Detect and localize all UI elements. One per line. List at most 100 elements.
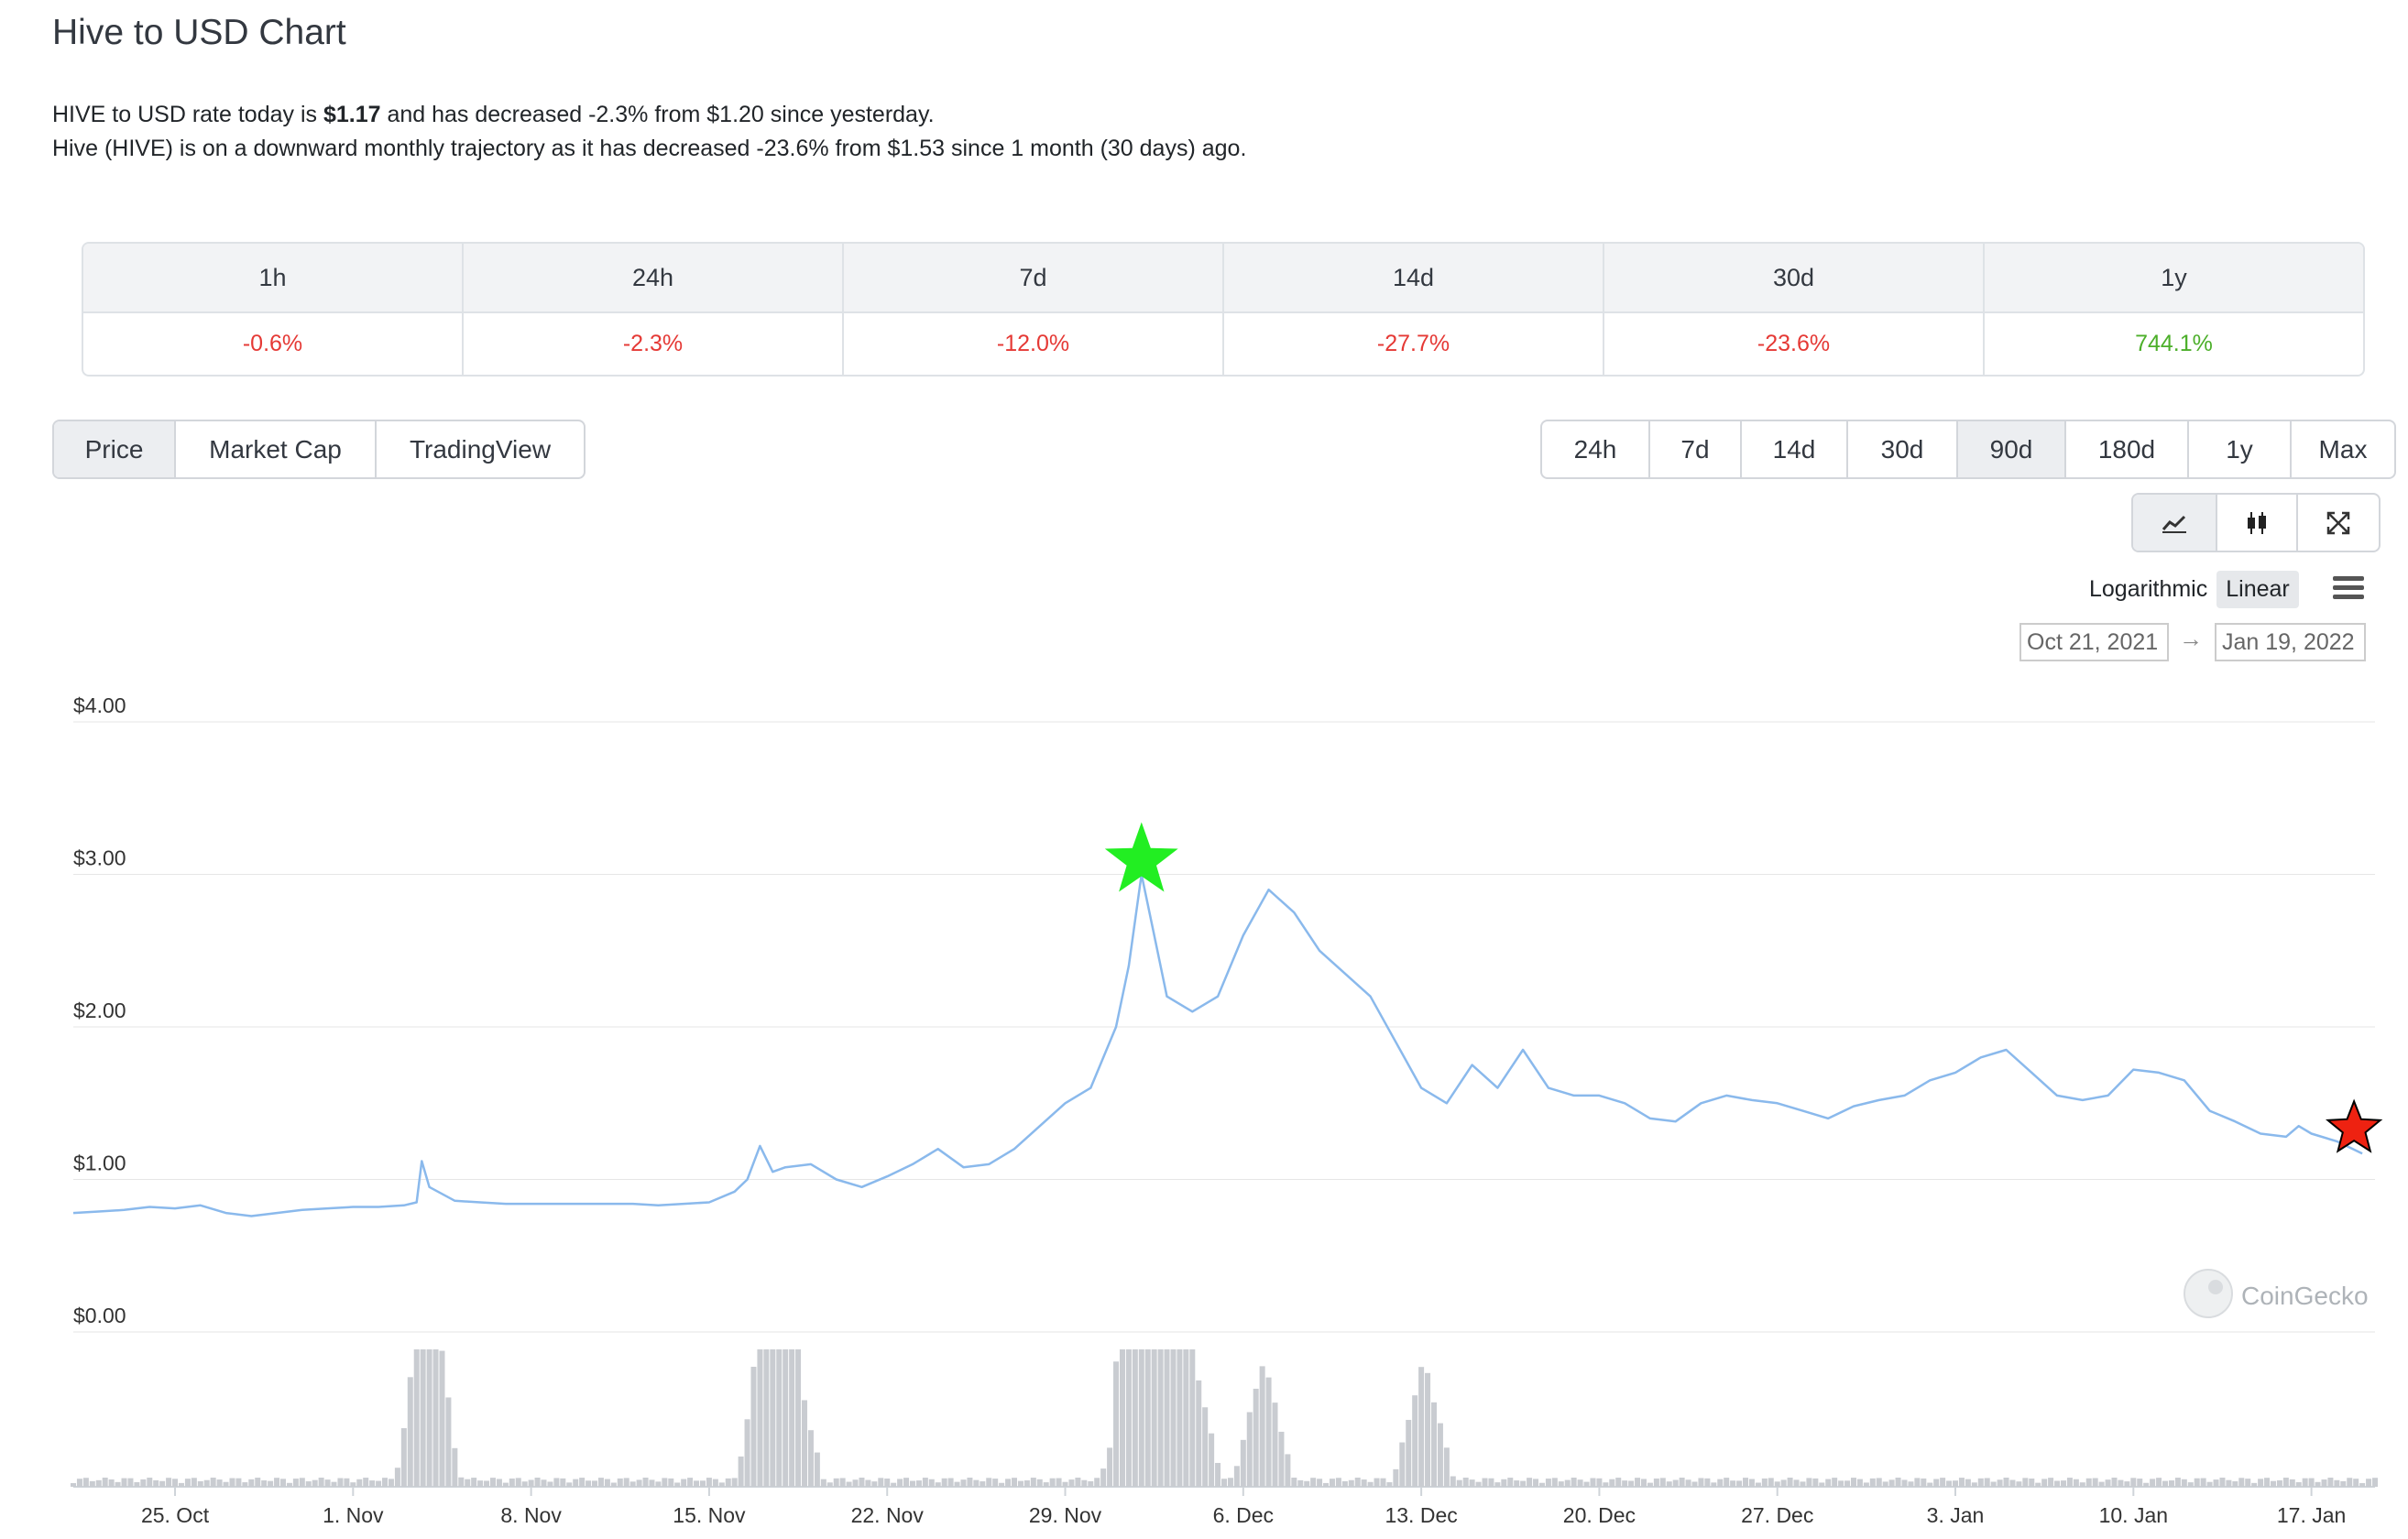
volume-bar (496, 1479, 502, 1487)
volume-bar (1577, 1479, 1583, 1487)
volume-bar (1971, 1482, 1977, 1487)
volume-bar (344, 1478, 350, 1487)
range-14d[interactable]: 14d (1742, 421, 1848, 477)
volume-bar (1259, 1366, 1265, 1487)
volume-bar (922, 1478, 928, 1487)
range-1y[interactable]: 1y (2189, 421, 2292, 477)
volume-bar (1507, 1478, 1514, 1487)
volume-bar (1227, 1478, 1233, 1487)
volume-bar (1850, 1478, 1856, 1487)
line-chart-icon[interactable] (2133, 495, 2217, 551)
volume-bar (1685, 1479, 1691, 1487)
volume-bar (903, 1478, 910, 1487)
volume-bar (1202, 1407, 1209, 1487)
volume-bar (776, 1349, 783, 1487)
volume-bar (649, 1479, 655, 1487)
scale-logarithmic[interactable]: Logarithmic (2089, 576, 2208, 602)
volume-bar (731, 1478, 738, 1487)
volume-bar (382, 1478, 389, 1487)
volume-bar (662, 1478, 668, 1487)
volume-bar (1062, 1481, 1068, 1487)
volume-bar (95, 1479, 102, 1487)
volume-bar (865, 1479, 871, 1487)
coingecko-watermark: CoinGecko (2184, 1269, 2369, 1318)
volume-bar (1056, 1478, 1062, 1487)
volume-bar (1717, 1479, 1724, 1487)
volume-bar (1036, 1479, 1043, 1487)
volume-bar (108, 1479, 115, 1487)
volume-bar (802, 1400, 808, 1487)
date-to-input[interactable]: Jan 19, 2022 (2215, 623, 2366, 661)
volume-bar (1825, 1479, 1832, 1487)
scale-linear[interactable]: Linear (2216, 571, 2299, 608)
menu-icon[interactable] (2333, 576, 2364, 604)
x-axis-tick-label: 8. Nov (500, 1503, 562, 1527)
volume-bar (458, 1477, 465, 1487)
volume-bar (229, 1478, 235, 1487)
x-axis-tick-label: 17. Jan (2277, 1503, 2346, 1527)
volume-bar (1869, 1478, 1876, 1487)
volume-bar (1462, 1478, 1469, 1487)
volume-bar (471, 1478, 477, 1487)
volume-bar (681, 1479, 687, 1487)
volume-bar (1443, 1447, 1450, 1487)
volume-bar (1933, 1479, 1940, 1487)
range-30d[interactable]: 30d (1848, 421, 1958, 477)
volume-bar (960, 1479, 967, 1487)
volume-bar (2035, 1482, 2041, 1487)
tab-price[interactable]: Price (54, 421, 176, 477)
volume-bar (2289, 1479, 2295, 1487)
range-max[interactable]: Max (2318, 434, 2368, 464)
volume-bar (1501, 1479, 1507, 1487)
stat-period: 30d (1604, 244, 1983, 313)
volume-bar (1838, 1480, 1844, 1487)
range-7d[interactable]: 7d (1650, 421, 1742, 477)
volume-bar (2238, 1478, 2245, 1487)
range-24h[interactable]: 24h (1542, 421, 1650, 477)
volume-bar (363, 1478, 369, 1487)
volume-bar (2085, 1478, 2092, 1487)
stat-change: -27.7% (1376, 331, 1450, 356)
volume-bar (1635, 1478, 1641, 1487)
candlestick-icon[interactable] (2217, 495, 2298, 551)
volume-bar (1743, 1478, 1749, 1487)
volume-bar (2048, 1478, 2054, 1487)
volume-bar (1233, 1466, 1240, 1487)
stat-period: 7d (844, 244, 1222, 313)
volume-bar (1253, 1388, 1259, 1487)
volume-bar (1348, 1479, 1354, 1487)
volume-bar (515, 1478, 521, 1487)
chart-view-tools (2131, 493, 2381, 552)
volume-bar (465, 1479, 471, 1487)
volume-bar (2041, 1479, 2048, 1487)
volume-bar (604, 1479, 610, 1487)
volume-bar (1088, 1480, 1094, 1487)
tab-market-cap[interactable]: Market Cap (176, 421, 377, 477)
volume-bar (783, 1349, 789, 1487)
volume-bar (1430, 1402, 1437, 1487)
tab-tradingview[interactable]: TradingView (409, 434, 552, 464)
volume-bar (1647, 1482, 1653, 1487)
x-axis-tick-label: 29. Nov (1029, 1503, 1102, 1527)
range-90d[interactable]: 90d (1958, 421, 2066, 477)
volume-bar (1946, 1480, 1953, 1487)
volume-bar (279, 1479, 286, 1487)
range-180d[interactable]: 180d (2066, 421, 2189, 477)
volume-bar (636, 1479, 642, 1487)
volume-bar (1354, 1478, 1361, 1487)
date-from-input[interactable]: Oct 21, 2021 (2019, 623, 2169, 661)
volume-bar (1908, 1481, 1914, 1487)
price-summary-suffix: and has decreased -2.3% from $1.20 since… (380, 102, 935, 127)
volume-bar (2359, 1482, 2366, 1487)
volume-bar (216, 1479, 223, 1487)
stat-change: -2.3% (622, 331, 684, 356)
volume-bar (197, 1480, 203, 1487)
page-title: Hive to USD Chart (52, 13, 346, 52)
fullscreen-icon[interactable] (2298, 495, 2379, 551)
volume-bar (1017, 1480, 1023, 1487)
volume-bar (1049, 1478, 1056, 1487)
volume-bar (2258, 1479, 2264, 1487)
x-axis-tick-label: 10. Jan (2099, 1503, 2168, 1527)
volume-bar (274, 1478, 280, 1487)
volume-bar (1672, 1479, 1679, 1487)
